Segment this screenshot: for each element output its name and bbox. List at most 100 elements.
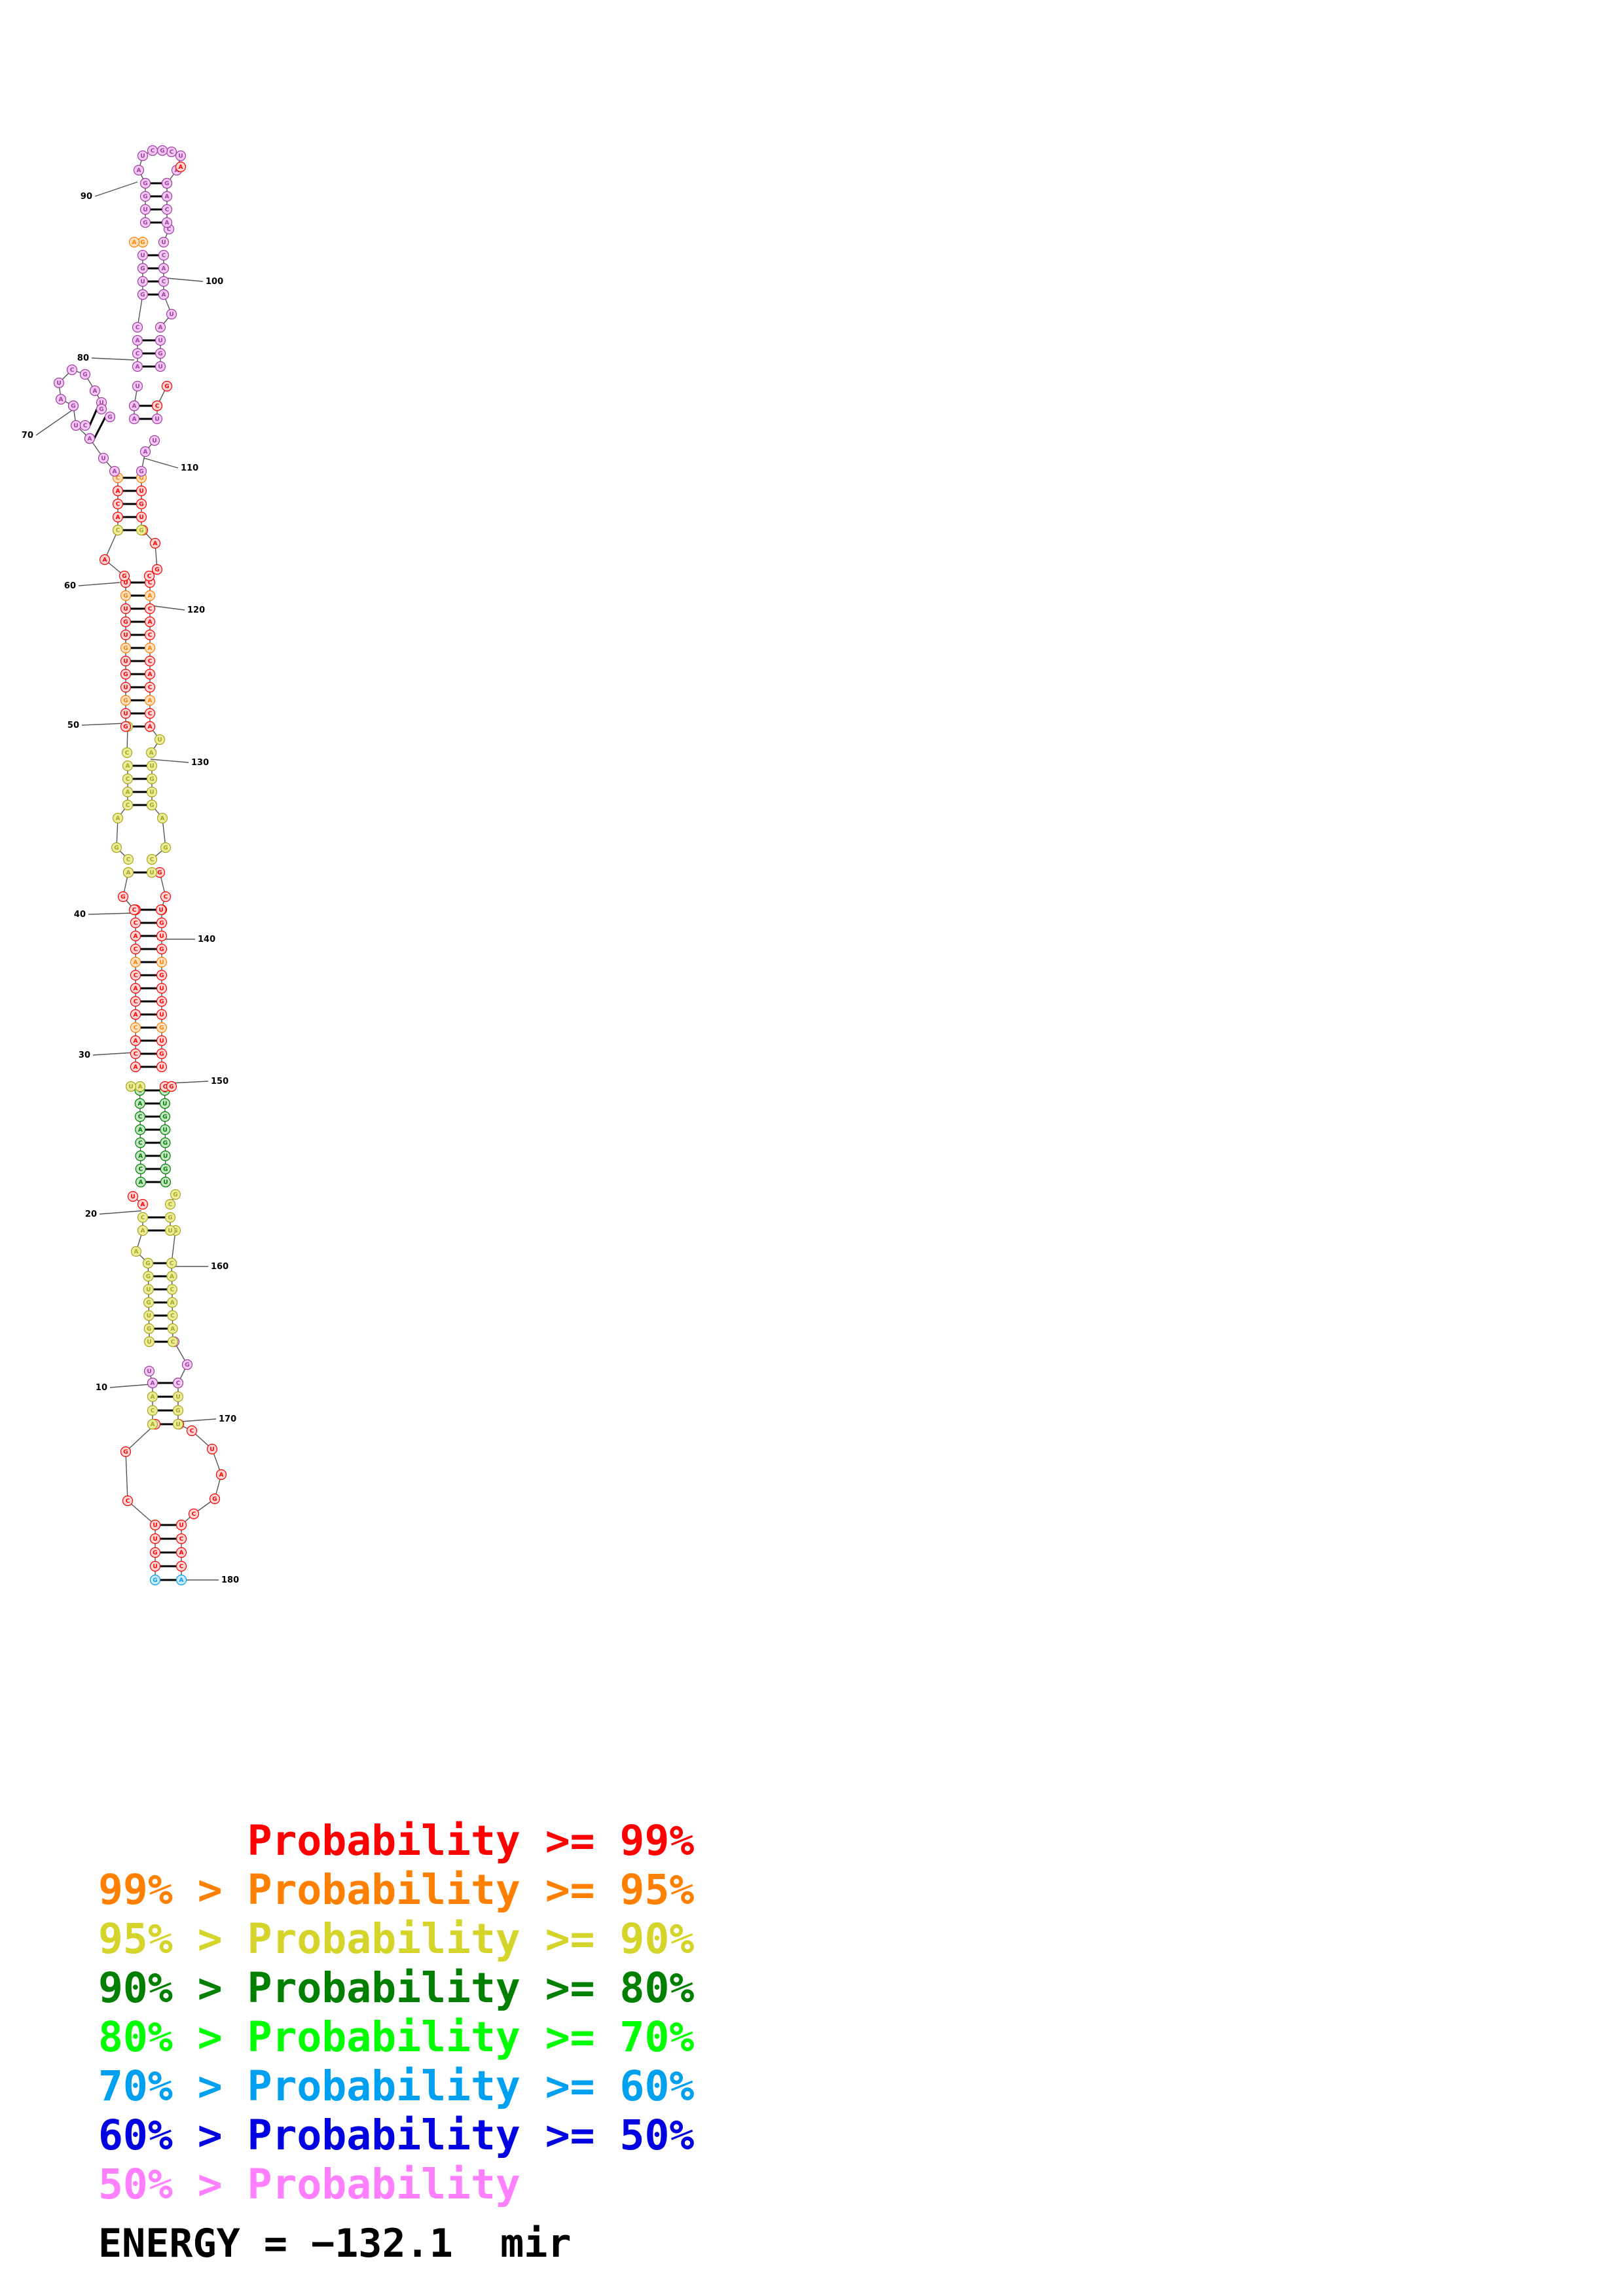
nucleotide: C (137, 1211, 149, 1223)
legend-row: 99% > Probability >= 95% (98, 1865, 694, 1914)
legend-row: 70% > Probability >= 60% (98, 2062, 694, 2111)
svg-text:C: C (126, 776, 130, 783)
nucleotide: C (66, 364, 78, 376)
svg-text:U: U (153, 1536, 157, 1543)
svg-text:G: G (146, 1274, 151, 1280)
position-label: 50 (67, 721, 79, 730)
nucleotide: G (151, 564, 163, 575)
position-label: 110 (181, 463, 198, 473)
nucleotide: A (130, 982, 141, 994)
nucleotide: C (132, 321, 143, 333)
svg-text:G: G (143, 181, 147, 187)
svg-text:U: U (147, 1339, 151, 1346)
nucleotide: C (128, 904, 140, 916)
nucleotide: A (112, 485, 124, 497)
svg-text:A: A (170, 1274, 174, 1280)
svg-text:G: G (99, 406, 103, 413)
svg-text:G: G (123, 698, 128, 704)
backbone-segment (104, 529, 119, 560)
nucleotide: A (122, 786, 134, 798)
svg-text:G: G (159, 920, 164, 927)
nucleotide: A (130, 1035, 141, 1047)
svg-text:U: U (149, 789, 154, 796)
nucleotide: A (134, 1081, 146, 1092)
nucleotide: G (120, 590, 132, 601)
svg-text:C: C (155, 403, 160, 410)
svg-text:U: U (123, 606, 128, 613)
nucleotide: G (79, 368, 91, 380)
svg-text:A: A (126, 870, 131, 876)
position-label: 150 (211, 1077, 228, 1086)
svg-text:G: G (123, 593, 128, 600)
nucleotide: C (122, 853, 134, 865)
nucleotide: C (130, 917, 141, 929)
svg-text:G: G (140, 292, 145, 298)
svg-text:G: G (123, 645, 128, 652)
legend-text: Probability >= 95% (247, 1866, 695, 1914)
svg-text:G: G (159, 973, 164, 979)
nucleotide: A (144, 642, 156, 654)
nucleotide: A (128, 413, 140, 425)
svg-text:A: A (179, 164, 183, 171)
position-label: 10 (96, 1383, 107, 1393)
svg-text:U: U (159, 933, 164, 940)
svg-text:A: A (151, 1422, 155, 1428)
nucleotide: A (137, 1225, 149, 1236)
svg-text:A: A (141, 1228, 145, 1234)
nucleotide: A (149, 537, 161, 549)
position-tick (109, 1384, 151, 1388)
svg-text:A: A (137, 168, 141, 174)
nucleotide: U (155, 334, 166, 346)
nucleotide: A (132, 361, 143, 372)
svg-text:A: A (113, 469, 117, 475)
nucleotide: U (175, 1519, 187, 1531)
svg-text:A: A (141, 1202, 145, 1208)
nucleotide: U (143, 1310, 155, 1321)
svg-text:U: U (157, 737, 162, 744)
nucleotide: U (137, 249, 149, 261)
svg-text:C: C (136, 325, 140, 331)
nucleotide: C (146, 853, 158, 865)
svg-text:C: C (171, 1339, 175, 1346)
nucleotide: U (172, 1418, 184, 1430)
nucleotide: U (146, 760, 158, 772)
svg-text:C: C (151, 1408, 155, 1414)
svg-text:G: G (212, 1496, 217, 1503)
nucleotide: C (144, 708, 156, 719)
nucleotide: G (139, 217, 151, 228)
legend-text: Probability >= 50% (247, 2111, 695, 2159)
nucleotide: C (130, 1022, 141, 1033)
nucleotide: U (156, 930, 168, 942)
svg-text:U: U (155, 416, 159, 423)
svg-text:A: A (137, 1101, 142, 1107)
svg-text:G: G (168, 1215, 172, 1221)
nucleotide: G (142, 1257, 154, 1269)
svg-text:C: C (170, 1313, 175, 1319)
nucleotide: A (128, 236, 140, 248)
nucleotide: U (206, 1443, 218, 1455)
nucleotide: G (136, 498, 147, 510)
nucleotide: A (144, 721, 156, 732)
nucleotide: C (167, 1336, 179, 1348)
nucleotide: U (143, 1336, 155, 1348)
svg-text:U: U (175, 1394, 180, 1401)
nucleotide: U (156, 1009, 168, 1020)
svg-text:G: G (158, 351, 162, 357)
legend-text: Probability >= 60% (247, 2062, 695, 2110)
nucleotide: U (143, 1283, 154, 1295)
svg-text:C: C (163, 1084, 168, 1090)
svg-text:C: C (116, 501, 120, 508)
nucleotide: C (144, 681, 156, 693)
nucleotide: A (166, 1270, 177, 1282)
svg-text:A: A (162, 266, 166, 272)
nucleotide: U (149, 1560, 161, 1572)
legend-prefix: 70% > (98, 2062, 247, 2110)
legend-text: Probability >= 80% (247, 1964, 695, 2012)
svg-text:U: U (159, 1038, 164, 1045)
svg-text:U: U (163, 1153, 168, 1160)
svg-text:A: A (179, 1577, 184, 1584)
position-tick (166, 278, 204, 282)
nucleotide: G (181, 1359, 193, 1371)
nucleotide: A (55, 393, 67, 405)
svg-text:G: G (175, 1408, 180, 1414)
